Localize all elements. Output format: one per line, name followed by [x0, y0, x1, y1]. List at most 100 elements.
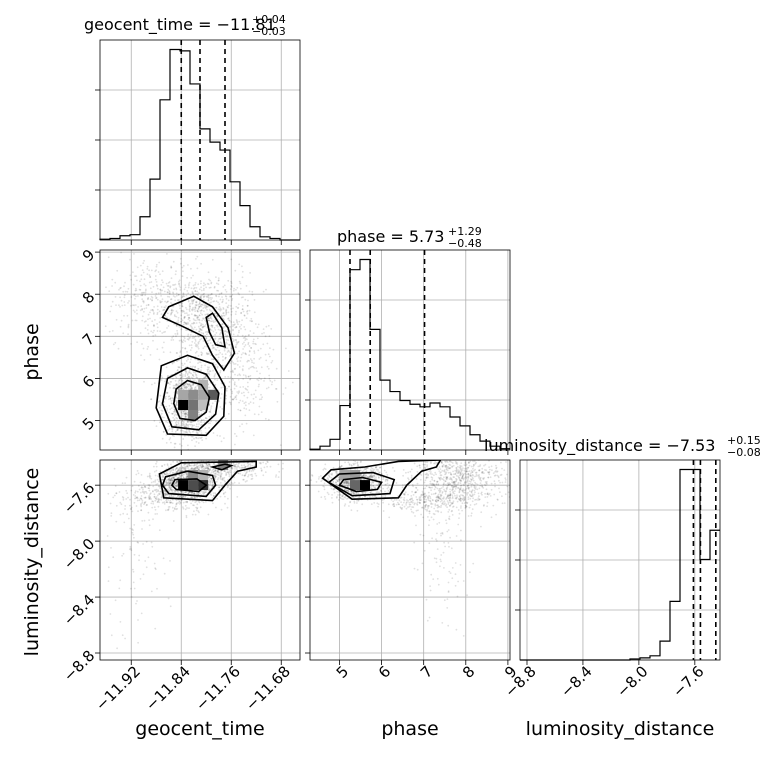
scatter-point	[197, 442, 200, 444]
scatter-point	[125, 498, 128, 500]
scatter-point	[205, 353, 208, 355]
scatter-point	[214, 378, 216, 381]
scatter-point	[135, 473, 138, 476]
scatter-point	[226, 387, 228, 390]
scatter-point	[169, 478, 172, 481]
scatter-point	[170, 298, 173, 301]
scatter-point	[208, 463, 210, 465]
scatter-point	[260, 467, 262, 470]
scatter-point	[155, 292, 158, 295]
scatter-point	[192, 464, 195, 467]
scatter-point	[242, 378, 245, 380]
scatter-point	[244, 344, 247, 346]
scatter-point	[341, 483, 344, 486]
scatter-point	[172, 416, 175, 419]
scatter-point	[266, 460, 269, 463]
scatter-point	[217, 277, 220, 279]
scatter-point	[234, 464, 237, 466]
scatter-point	[170, 266, 173, 269]
scatter-point	[249, 378, 252, 380]
scatter-point	[156, 326, 159, 329]
scatter-point	[216, 379, 219, 381]
scatter-point	[161, 289, 164, 292]
scatter-point	[215, 314, 218, 317]
scatter-point	[226, 334, 229, 337]
scatter-point	[239, 472, 242, 475]
scatter-point	[282, 462, 284, 465]
scatter-point	[200, 409, 202, 412]
scatter-point	[170, 312, 173, 314]
scatter-point	[107, 492, 110, 495]
scatter-point	[136, 497, 139, 500]
scatter-point	[172, 520, 175, 522]
scatter-point	[238, 350, 241, 353]
scatter-point	[179, 475, 181, 477]
scatter-point	[195, 441, 198, 443]
scatter-point	[177, 383, 179, 386]
scatter-point	[337, 491, 340, 493]
scatter-point	[209, 309, 212, 312]
scatter-point	[183, 468, 186, 471]
scatter-point	[262, 461, 265, 464]
scatter-point	[127, 333, 129, 335]
scatter-point	[135, 505, 138, 507]
scatter-point	[187, 358, 190, 361]
scatter-point	[172, 305, 175, 308]
scatter-point	[208, 488, 211, 490]
scatter-point	[324, 463, 327, 466]
scatter-point	[381, 473, 383, 475]
scatter-point	[200, 297, 202, 299]
scatter-point	[367, 476, 369, 479]
scatter-point	[159, 288, 162, 291]
scatter-point	[205, 304, 208, 307]
scatter-point	[168, 290, 171, 292]
scatter-point	[194, 344, 197, 347]
scatter-point	[216, 478, 219, 481]
scatter-point	[242, 348, 245, 350]
scatter-point	[150, 295, 153, 298]
scatter-point	[175, 420, 178, 423]
scatter-point	[168, 395, 171, 397]
scatter-point	[227, 317, 229, 320]
scatter-point	[181, 311, 184, 313]
scatter-point	[197, 362, 199, 364]
scatter-point	[153, 325, 155, 328]
scatter-point	[194, 306, 197, 309]
scatter-point	[205, 337, 207, 340]
scatter-point	[183, 310, 185, 313]
scatter-point	[119, 287, 121, 290]
scatter-point	[206, 467, 209, 470]
scatter-point	[232, 289, 235, 292]
scatter-point	[364, 468, 367, 471]
scatter-point	[191, 337, 194, 339]
scatter-point	[200, 364, 203, 367]
scatter-point	[172, 387, 175, 390]
scatter-point	[372, 481, 375, 484]
scatter-point	[193, 319, 196, 321]
scatter-point	[170, 494, 173, 497]
scatter-point	[217, 289, 220, 292]
scatter-point	[164, 495, 167, 497]
scatter-point	[170, 479, 173, 482]
scatter-point	[209, 493, 212, 495]
density-cell	[198, 480, 209, 491]
scatter-point	[179, 350, 182, 353]
scatter-point	[233, 368, 236, 370]
scatter-point	[335, 481, 337, 483]
scatter-point	[226, 483, 229, 486]
scatter-point	[211, 258, 214, 261]
scatter-point	[201, 352, 204, 354]
scatter-point	[176, 481, 178, 483]
scatter-point	[139, 264, 142, 267]
scatter-point	[367, 476, 370, 479]
scatter-point	[166, 408, 169, 410]
scatter-point	[206, 353, 209, 356]
scatter-point	[189, 365, 192, 368]
scatter-point	[242, 478, 245, 481]
density-cell	[178, 389, 189, 400]
scatter-point	[179, 387, 182, 390]
scatter-point	[181, 466, 184, 469]
scatter-point	[234, 367, 237, 370]
scatter-point	[189, 371, 191, 374]
scatter-point	[158, 421, 161, 424]
